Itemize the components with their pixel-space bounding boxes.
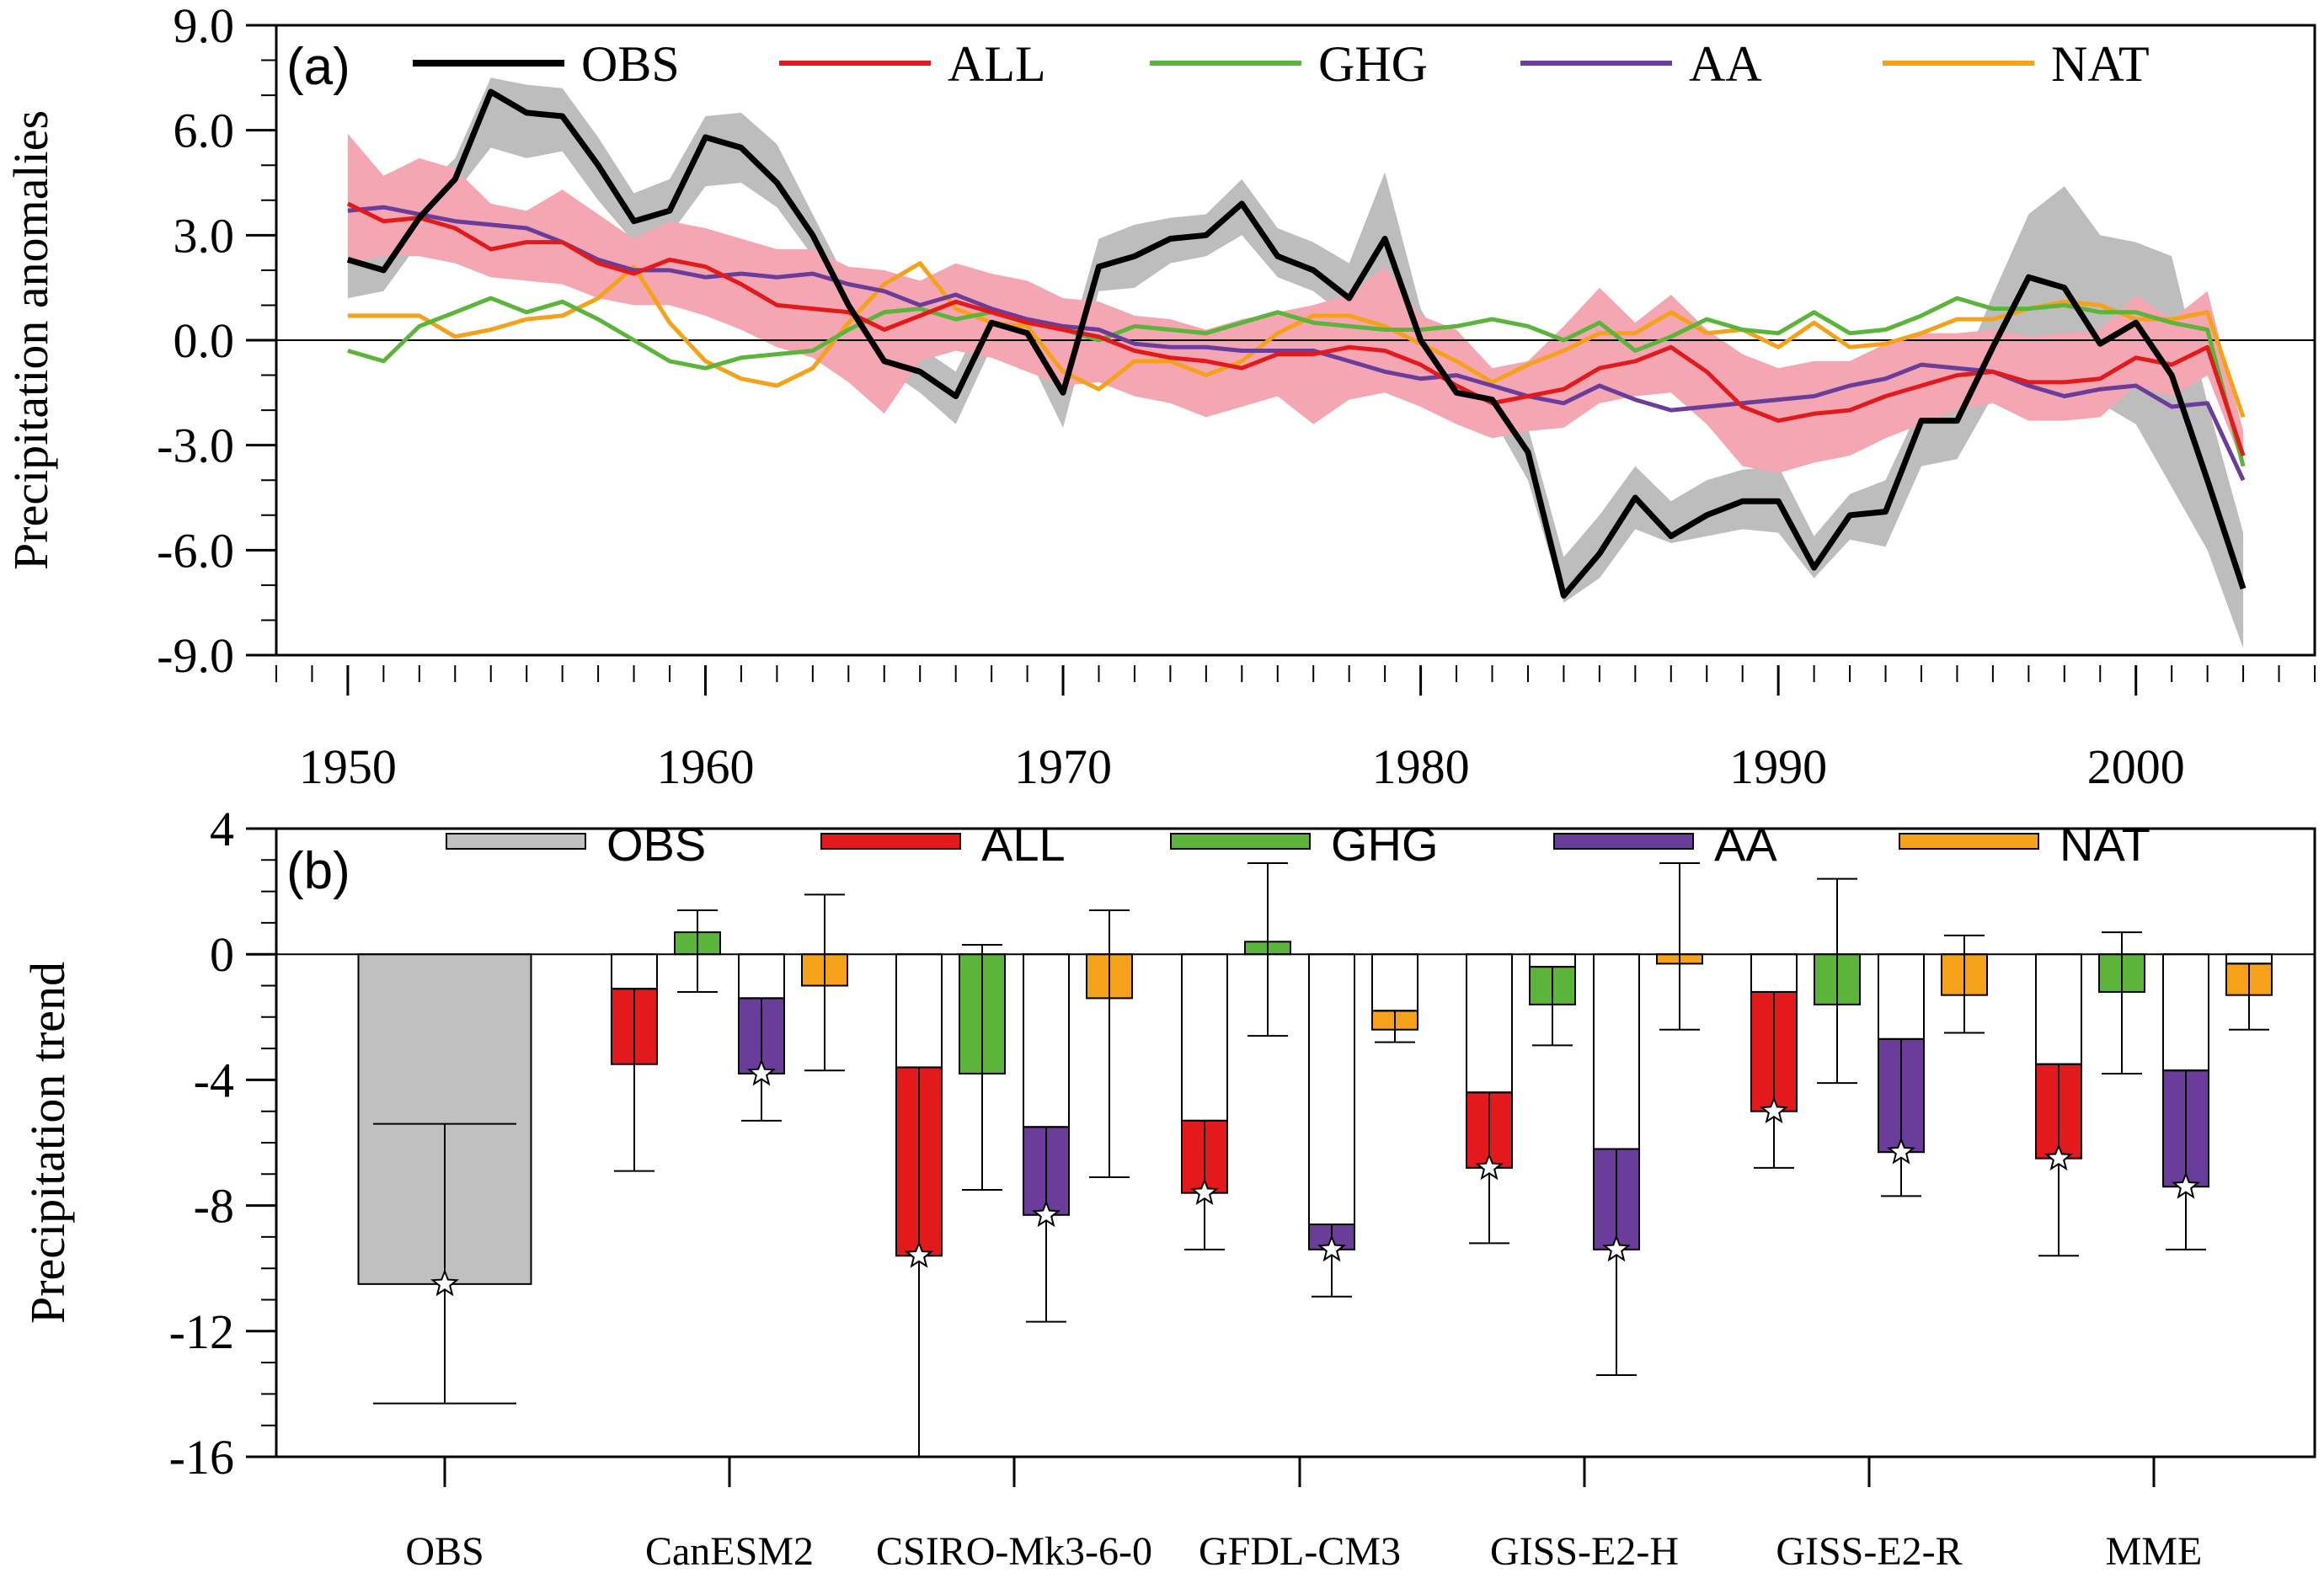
star-mme-aa (2172, 1171, 2200, 1199)
x-category-label-obs: OBS (405, 1529, 483, 1574)
panel-b: 4 0 -4 -8 -12 -16 OBS CanESM2 CSIRO-Mk3-6-0 GFDL-… (20, 802, 2316, 1574)
series-line-aa (347, 205, 2246, 482)
legend-label-obs: OBS (606, 818, 706, 871)
x-category-label-giss-e2-h: GISS-E2-H (1490, 1529, 1679, 1574)
star-giss-e2-r-aa (1887, 1137, 1915, 1165)
legend-swatch-nat (1899, 833, 2039, 850)
star-canesm2-aa (747, 1058, 776, 1086)
y-tick-label: 4 (210, 802, 234, 856)
star-csiro-mk3-6-0-all (905, 1240, 933, 1268)
bar-inner-giss-e2-h-aa (1593, 953, 1640, 1150)
panel-a: 9.0 6.0 3.0 0.0 -3.0 -6.0 -9.0 1950 1960 1970 1980… (3, 0, 2316, 794)
star-giss-e2-h-all (1475, 1153, 1504, 1181)
band-all-range (347, 133, 2244, 473)
y-tick-label: 6.0 (174, 104, 235, 158)
series-line-ghg (347, 296, 2246, 467)
bar-inner-mme-aa (2162, 953, 2209, 1072)
y-axis-title: Precipitation anomalies (3, 110, 58, 570)
x-tick-label: 1960 (656, 739, 754, 794)
legend-label-ghg: GHG (1318, 36, 1428, 92)
bar-inner-giss-e2-h-ghg (1529, 953, 1576, 968)
x-tick-label: 1970 (1014, 739, 1112, 794)
bar-inner-giss-e2-r-all (1750, 953, 1798, 993)
legend-label-obs: OBS (581, 36, 680, 92)
star-giss-e2-h-aa (1602, 1234, 1631, 1262)
bar-inner-gfdl-cm3-aa (1308, 953, 1355, 1225)
bar-inner-giss-e2-h-all (1466, 953, 1513, 1094)
y-axis-title: Precipitation trend (20, 962, 75, 1324)
bar-inner-gfdl-cm3-all (1181, 953, 1228, 1122)
panel-b-frame (275, 827, 2316, 1458)
bar-inner-canesm2-all (611, 953, 658, 990)
legend-label-all: ALL (948, 36, 1046, 92)
legend-swatch-ghg (1170, 833, 1311, 850)
bar-inner-gfdl-cm3-nat (1371, 953, 1418, 1012)
y-tick-label: 3.0 (174, 208, 235, 263)
bar-inner-mme-all (2035, 953, 2082, 1065)
legend-label-nat: NAT (2051, 36, 2150, 92)
star-giss-e2-r-all (1760, 1096, 1788, 1124)
series-line-all (346, 201, 2246, 456)
star-mme-all (2044, 1143, 2073, 1171)
legend-label-aa: AA (1689, 36, 1762, 92)
x-category-label-csiro-mk3-6-0: CSIRO-Mk3-6-0 (876, 1529, 1152, 1574)
star-csiro-mk3-6-0-aa (1032, 1200, 1060, 1228)
star-gfdl-cm3-aa (1317, 1234, 1346, 1262)
legend-swatch-aa (1553, 833, 1694, 850)
y-tick-label: -16 (169, 1430, 234, 1485)
series-line-obs (346, 88, 2247, 599)
legend-swatch-all (820, 833, 961, 850)
star-gfdl-cm3-all (1190, 1177, 1219, 1206)
y-tick-label: -6.0 (157, 523, 234, 578)
y-tick-label: 0.0 (174, 313, 235, 368)
bar-inner-csiro-mk3-6-0-all (895, 953, 943, 1069)
series-line-nat (347, 261, 2246, 419)
legend-label-nat: NAT (2060, 818, 2150, 871)
legend-swatch-obs (446, 833, 586, 850)
y-tick-label: -8 (194, 1179, 234, 1234)
x-category-label-gfdl-cm3: GFDL-CM3 (1199, 1529, 1401, 1574)
y-tick-label: 0 (210, 927, 234, 982)
y-tick-label: 9.0 (174, 0, 235, 53)
x-category-label-canesm2: CanESM2 (645, 1529, 814, 1574)
y-tick-label: -4 (194, 1053, 234, 1107)
x-tick-label: 1990 (1729, 739, 1827, 794)
x-tick-label: 2000 (2087, 739, 2185, 794)
x-tick-label: 1950 (299, 739, 397, 794)
band-obs-range (347, 77, 2244, 648)
legend-label-all: ALL (981, 818, 1066, 871)
y-tick-label: -3.0 (157, 419, 234, 473)
x-tick-label: 1980 (1372, 739, 1470, 794)
panel-label: (a) (286, 38, 350, 96)
legend-label-aa: AA (1714, 818, 1777, 871)
x-category-label-mme: MME (2106, 1529, 2203, 1574)
legend-label-ghg: GHG (1331, 818, 1439, 871)
star-obs-obs (430, 1269, 459, 1297)
bar-inner-csiro-mk3-6-0-aa (1023, 953, 1070, 1128)
bar-inner-mme-nat (2225, 953, 2273, 965)
x-category-label-giss-e2-r: GISS-E2-R (1776, 1529, 1962, 1574)
bar-inner-canesm2-aa (738, 953, 785, 1000)
bar-inner-giss-e2-r-aa (1878, 953, 1925, 1040)
y-tick-label: -12 (169, 1304, 234, 1359)
panel-label: (b) (286, 842, 350, 900)
y-tick-label: -9.0 (157, 628, 234, 683)
